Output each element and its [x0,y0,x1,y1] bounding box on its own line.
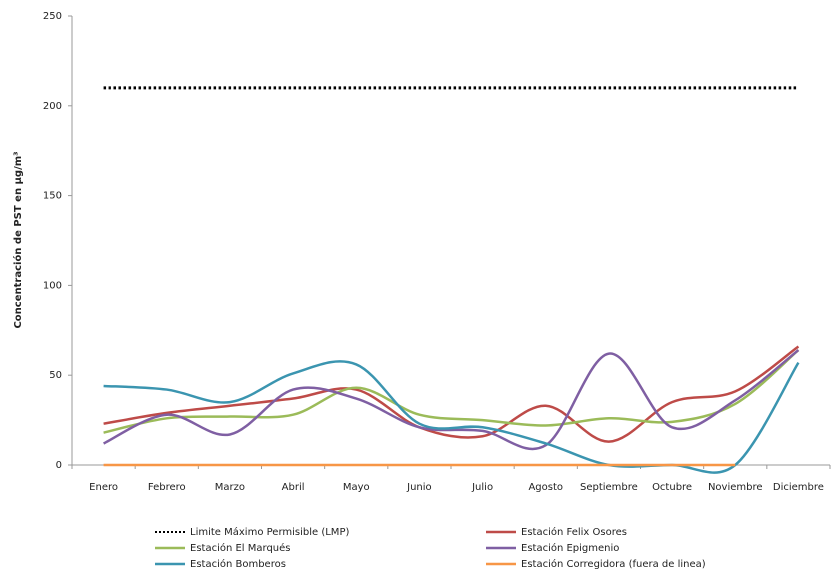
x-tick-label: Octubre [652,482,692,493]
legend-label: Estación Epigmenio [521,542,619,554]
x-tick-label: Junio [406,482,432,493]
x-tick-label: Febrero [148,482,186,493]
x-tick-label: Enero [89,482,118,493]
y-tick-label: 150 [43,191,62,202]
series-line [103,349,800,434]
y-axis-label: Concentración de PST en µg/m³ [12,151,24,328]
y-tick-label: 50 [49,370,62,381]
y-tick-label: 200 [43,101,62,112]
legend-label: Estación Felix Osores [521,526,627,538]
x-tick-label: Diciembre [773,482,824,493]
x-tick-label: Abril [282,482,305,493]
legend-label: Estación Bomberos [190,558,286,570]
x-tick-label: Noviembre [708,482,763,493]
x-tick-label: Septiembre [580,482,638,493]
y-tick-label: 250 [43,11,62,22]
legend-label: Limite Máximo Permisible (LMP) [190,526,349,538]
x-tick-label: Mayo [343,482,370,493]
y-tick-label: 0 [56,460,62,471]
x-tick-label: Agosto [528,482,563,493]
y-tick-label: 100 [43,280,62,291]
series-line [103,360,800,474]
x-tick-label: Julio [471,482,493,493]
legend-label: Estación El Marqués [190,542,291,554]
legend-label: Estación Corregidora (fuera de linea) [521,558,706,570]
series-line [103,349,800,451]
series-line [103,345,800,443]
x-tick-label: Marzo [215,482,245,493]
